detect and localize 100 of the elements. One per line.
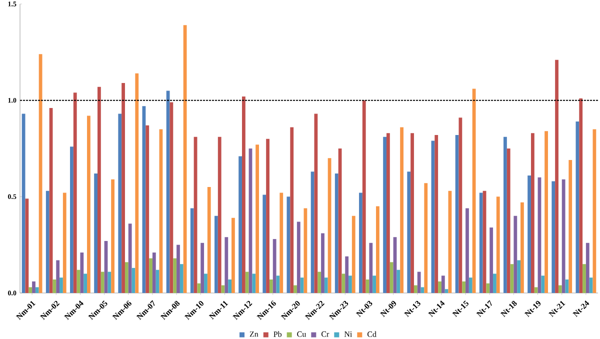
- bar: [56, 260, 60, 293]
- bar: [98, 86, 101, 293]
- bar: [541, 276, 545, 293]
- bar: [544, 131, 548, 293]
- bar: [444, 289, 448, 293]
- bar: [262, 194, 266, 293]
- bar: [290, 127, 294, 293]
- bar: [369, 242, 373, 293]
- bar: [506, 148, 510, 293]
- bar: [238, 156, 242, 293]
- bar: [352, 216, 356, 293]
- bar: [200, 242, 204, 293]
- bar: [318, 272, 322, 293]
- bar: [118, 114, 122, 293]
- bar: [342, 274, 346, 293]
- bar: [434, 135, 438, 293]
- bar: [534, 287, 538, 293]
- bar: [35, 287, 39, 293]
- bar: [252, 274, 256, 293]
- bar: [87, 116, 90, 293]
- bar: [94, 174, 98, 293]
- bar: [135, 73, 139, 293]
- bar: [80, 252, 84, 293]
- bar: [321, 233, 324, 293]
- bar: [300, 278, 304, 293]
- bar: [73, 92, 77, 293]
- bar: [400, 127, 404, 293]
- bar: [562, 179, 566, 293]
- bar: [383, 136, 386, 293]
- bar: [128, 224, 132, 293]
- bar: [376, 206, 380, 293]
- bar: [197, 283, 201, 293]
- legend-label: Cr: [322, 331, 330, 337]
- bar: [386, 133, 390, 293]
- bar: [214, 216, 218, 293]
- bar: [496, 196, 500, 293]
- bar: [60, 278, 63, 293]
- bar: [170, 102, 174, 293]
- bar: [324, 278, 328, 293]
- bar: [555, 60, 558, 293]
- bar: [458, 118, 462, 293]
- bar: [390, 262, 394, 293]
- bar: [582, 264, 586, 293]
- bar: [490, 227, 494, 293]
- bar: [517, 260, 520, 293]
- bar: [552, 181, 556, 293]
- bar: [589, 278, 593, 293]
- bar: [207, 187, 211, 293]
- bar: [180, 264, 184, 293]
- bar: [190, 208, 194, 293]
- legend-label: Pb: [274, 331, 282, 337]
- bar: [568, 160, 572, 293]
- bar: [242, 96, 246, 293]
- bar: [272, 239, 276, 293]
- bar: [468, 278, 472, 293]
- bar: [345, 256, 349, 293]
- bar: [417, 272, 421, 293]
- bar: [32, 281, 36, 293]
- bar: [294, 285, 297, 293]
- bar: [152, 252, 156, 293]
- bar: [414, 285, 418, 293]
- bar: [558, 285, 562, 293]
- bar: [149, 258, 152, 293]
- legend-label: Cu: [297, 331, 306, 337]
- bar: [530, 133, 534, 293]
- bar: [62, 192, 66, 293]
- bar: [269, 280, 273, 293]
- bar: [586, 242, 590, 293]
- legend-label: Ni: [344, 331, 352, 337]
- bar: [420, 287, 424, 293]
- bar: [224, 237, 228, 293]
- bar: [362, 100, 366, 293]
- bar: [410, 133, 414, 293]
- bar: [479, 192, 483, 293]
- bar: [108, 272, 112, 293]
- bar: [441, 276, 445, 293]
- bar: [396, 270, 400, 293]
- bar: [438, 281, 442, 293]
- bar: [245, 272, 249, 293]
- bar: [52, 280, 56, 293]
- bar: [514, 216, 518, 293]
- legend-label: Zn: [250, 331, 258, 337]
- bar: [156, 270, 160, 293]
- bar: [218, 136, 222, 293]
- bar: [424, 183, 428, 293]
- bar: [46, 190, 50, 293]
- bar: [146, 125, 150, 293]
- bar: [372, 276, 376, 293]
- bar: [314, 114, 318, 293]
- bar: [504, 136, 507, 293]
- bar: [493, 274, 496, 293]
- bar: [232, 218, 235, 293]
- bar: [520, 202, 524, 293]
- bar: [176, 244, 180, 293]
- bar: [228, 280, 232, 293]
- bar: [100, 272, 104, 293]
- bar: [173, 258, 177, 293]
- bar: [280, 192, 284, 293]
- bar: [122, 82, 125, 293]
- bar: [486, 283, 490, 293]
